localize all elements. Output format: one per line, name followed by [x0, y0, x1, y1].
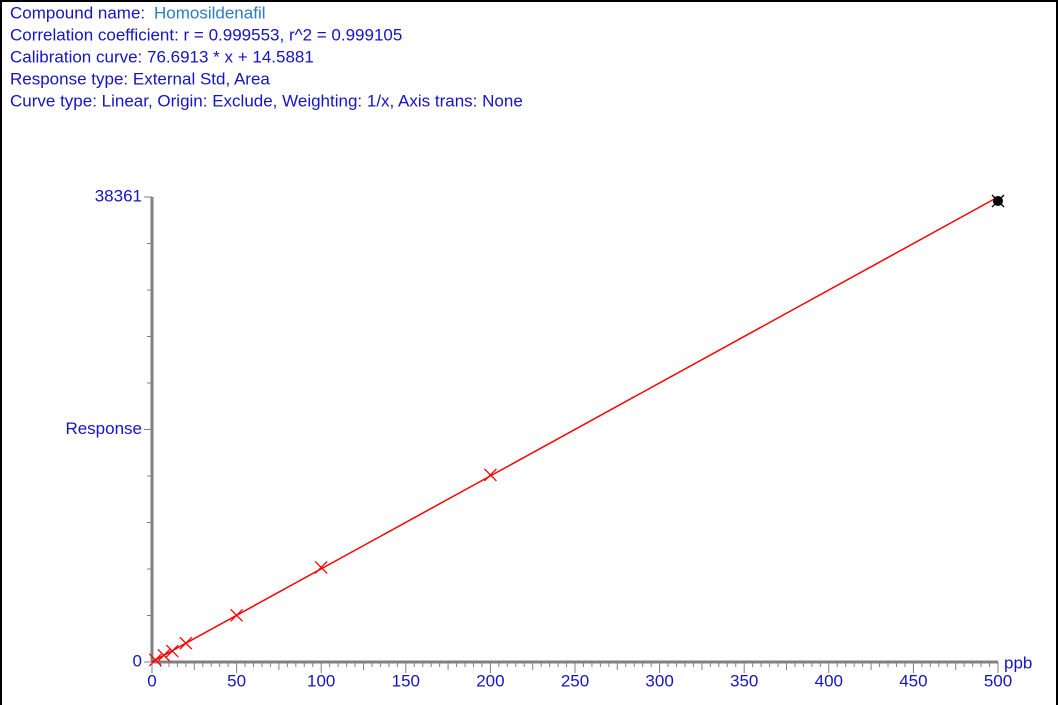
x-tick-label: 400	[815, 671, 843, 690]
x-tick-label: 150	[392, 671, 420, 690]
data-point	[157, 648, 171, 662]
fit-line	[151, 196, 999, 663]
y-tick-label: 38361	[95, 186, 142, 205]
header: Compound name:	[10, 3, 145, 22]
x-tick-label: 450	[899, 671, 927, 690]
data-point	[314, 560, 328, 574]
data-point	[230, 608, 244, 622]
data-point	[165, 644, 179, 658]
info-line: Response type: External Std, Area	[10, 69, 270, 88]
x-tick-label: 200	[476, 671, 504, 690]
x-tick-label: 100	[307, 671, 335, 690]
info-line: Curve type: Linear, Origin: Exclude, Wei…	[10, 91, 523, 110]
x-tick-label: 300	[645, 671, 673, 690]
data-point	[179, 636, 193, 650]
x-axis-label: ppb	[1004, 653, 1032, 672]
compound-name: Homosildenafil	[154, 3, 266, 22]
x-tick-label: 50	[227, 671, 246, 690]
info-line: Calibration curve: 76.6913 * x + 14.5881	[10, 47, 314, 66]
info-line: Correlation coefficient: r = 0.999553, r…	[10, 25, 402, 44]
x-tick-label: 350	[730, 671, 758, 690]
data-point	[483, 468, 497, 482]
x-tick-label: 500	[984, 671, 1012, 690]
x-tick-label: 0	[147, 671, 156, 690]
y-axis-label: Response	[65, 419, 142, 438]
data-point	[148, 653, 162, 667]
x-tick-label: 250	[561, 671, 589, 690]
y-tick-label: 0	[133, 651, 142, 670]
data-point	[991, 194, 1005, 208]
